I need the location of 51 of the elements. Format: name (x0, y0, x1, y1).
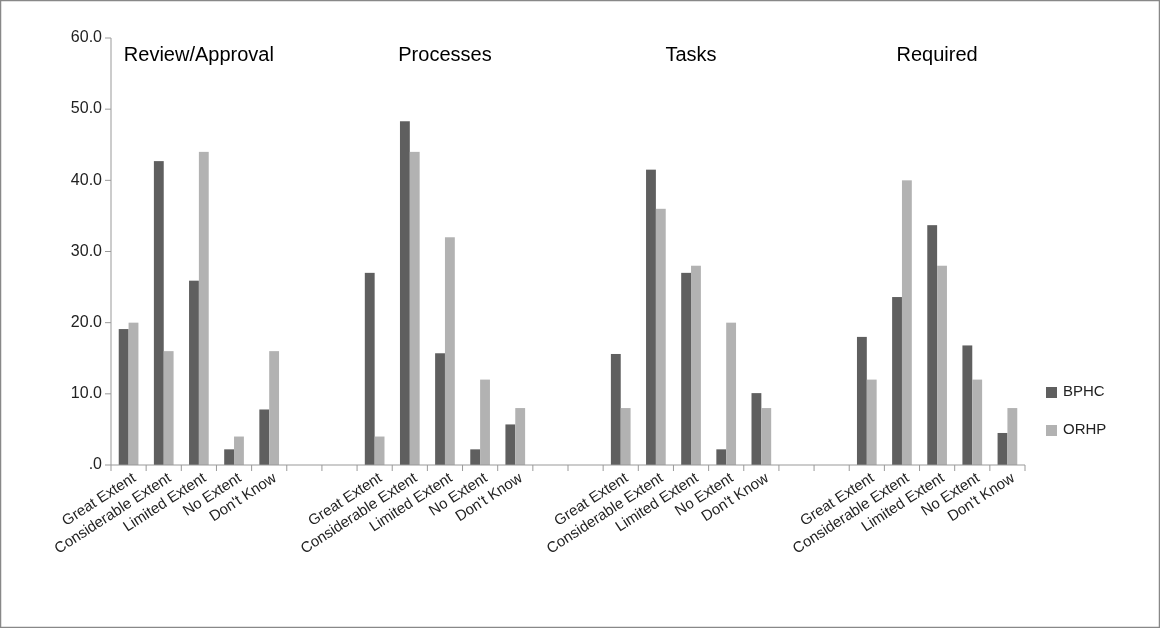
bar (927, 225, 938, 465)
bar (234, 436, 244, 465)
bar (153, 161, 164, 465)
bar (866, 379, 877, 465)
bar (856, 336, 867, 465)
y-tick-label: 60.0 (70, 28, 103, 46)
bar (163, 351, 174, 465)
bar (128, 322, 139, 465)
bar (937, 265, 947, 465)
bar (716, 449, 727, 465)
bar (224, 449, 235, 465)
annotation: Review/Approval (123, 43, 274, 65)
annotation: Tasks (665, 43, 717, 65)
bar (892, 297, 902, 465)
bar (399, 121, 410, 465)
bar (435, 353, 445, 465)
bar (620, 408, 631, 465)
bar (726, 322, 737, 465)
y-tick-label: 20.0 (70, 312, 103, 330)
bar (444, 237, 455, 465)
bar (972, 379, 983, 465)
bar (480, 379, 490, 465)
bar (198, 151, 209, 465)
bar (259, 409, 270, 465)
bar (118, 329, 129, 465)
bar (1007, 408, 1018, 465)
y-tick-label: 50.0 (70, 99, 103, 117)
bar (189, 280, 199, 465)
bar (470, 449, 481, 465)
bar (691, 265, 701, 465)
bar (646, 169, 656, 465)
legend-label: BPHC (1063, 381, 1105, 399)
annotation: Processes (398, 43, 492, 65)
bar (269, 351, 280, 465)
bar (364, 272, 375, 465)
y-tick-label: .0 (88, 455, 103, 473)
y-tick-label: 40.0 (70, 170, 103, 188)
annotation: Required (896, 43, 978, 65)
bar (409, 151, 420, 465)
bar (610, 353, 621, 465)
bar (681, 272, 692, 465)
bar (751, 393, 762, 465)
y-tick-label: 30.0 (70, 241, 103, 259)
legend-label: ORHP (1063, 419, 1107, 437)
bar (761, 408, 772, 465)
bar (655, 208, 666, 465)
y-tick-label: 10.0 (70, 384, 103, 402)
bar (962, 345, 973, 465)
bar (515, 408, 526, 465)
bar (505, 424, 516, 465)
bar (901, 180, 912, 465)
